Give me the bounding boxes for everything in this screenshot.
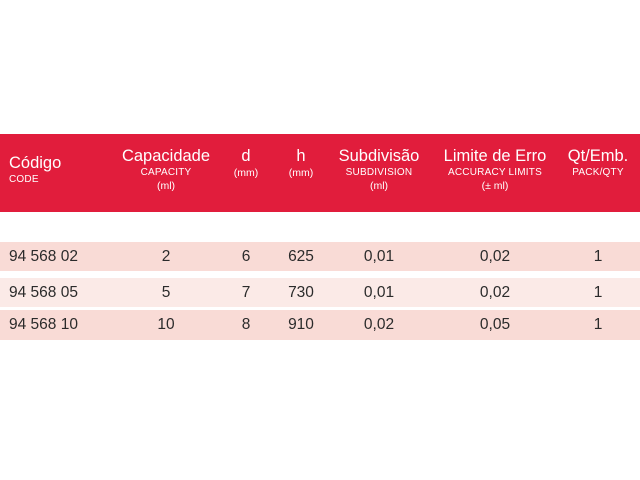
- header-qty-sublabel: PACK/QTY: [572, 167, 624, 178]
- header-subdivision-unit: (ml): [369, 180, 389, 192]
- header-qty-label: Qt/Emb.: [567, 147, 629, 165]
- header-d-label: d: [241, 147, 251, 165]
- row-divider: [0, 271, 640, 272]
- table-header: Código CODE Capacidade CAPACITY (ml) d (…: [0, 134, 640, 212]
- header-code-label: Código: [9, 154, 62, 172]
- table-row: 94 568 02 2 6 625 0,01 0,02 1: [0, 242, 640, 272]
- header-qty: Qt/Emb. PACK/QTY: [560, 147, 636, 179]
- cell-capacity: 10: [157, 316, 175, 333]
- cell-d: 7: [241, 284, 251, 301]
- cell-limit: 0,02: [479, 284, 511, 301]
- header-subdivision: Subdivisão SUBDIVISION (ml): [330, 147, 428, 193]
- cell-qty: 1: [593, 284, 603, 301]
- cell-capacity: 5: [161, 284, 171, 301]
- cell-code: 94 568 10: [9, 316, 78, 333]
- cell-d: 6: [241, 248, 251, 265]
- header-subdivision-label: Subdivisão: [338, 147, 420, 165]
- header-capacity-sublabel: CAPACITY: [140, 167, 192, 178]
- cell-limit: 0,02: [479, 248, 511, 265]
- header-code-sublabel: CODE: [9, 174, 39, 185]
- header-h-label: h: [296, 147, 306, 165]
- cell-code: 94 568 02: [9, 248, 78, 265]
- header-spacer: [0, 212, 640, 242]
- cell-d: 8: [241, 316, 251, 333]
- header-subdivision-sublabel: SUBDIVISION: [345, 167, 413, 178]
- header-limit-sublabel: ACCURACY LIMITS: [448, 167, 542, 178]
- header-d-unit: (mm): [233, 167, 259, 179]
- header-limit: Limite de Erro ACCURACY LIMITS (± ml): [434, 147, 556, 193]
- cell-subdivision: 0,02: [363, 316, 395, 333]
- header-limit-unit: (± ml): [481, 180, 509, 192]
- table-row: 94 568 05 5 7 730 0,01 0,02 1: [0, 278, 640, 308]
- header-capacity-label: Capacidade: [121, 147, 211, 165]
- header-h: h (mm): [280, 147, 322, 180]
- cell-qty: 1: [593, 316, 603, 333]
- header-h-unit: (mm): [288, 167, 314, 179]
- cell-subdivision: 0,01: [363, 284, 395, 301]
- cell-code: 94 568 05: [9, 284, 78, 301]
- cell-h: 910: [288, 316, 314, 333]
- header-capacity-unit: (ml): [156, 180, 176, 192]
- row-divider: [0, 307, 640, 308]
- header-limit-label: Limite de Erro: [443, 147, 547, 165]
- cell-limit: 0,05: [479, 316, 511, 333]
- cell-h: 625: [288, 248, 314, 265]
- table-row: 94 568 10 10 8 910 0,02 0,05 1: [0, 310, 640, 340]
- cell-subdivision: 0,01: [363, 248, 395, 265]
- cell-capacity: 2: [161, 248, 171, 265]
- header-code: Código CODE: [9, 154, 61, 186]
- cell-h: 730: [288, 284, 314, 301]
- header-capacity: Capacidade CAPACITY (ml): [112, 147, 220, 193]
- header-d: d (mm): [226, 147, 266, 180]
- cell-qty: 1: [593, 248, 603, 265]
